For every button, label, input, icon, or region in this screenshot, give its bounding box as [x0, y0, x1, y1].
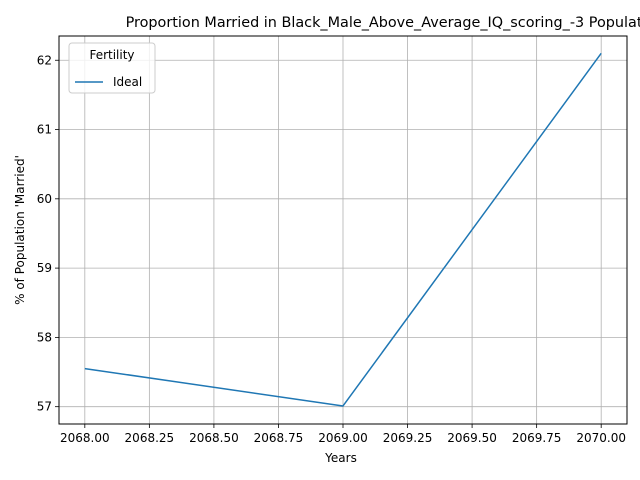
- x-tick-label: 2069.75: [512, 431, 562, 445]
- y-tick-label: 61: [37, 123, 52, 137]
- legend-box: [68, 42, 156, 94]
- x-tick-label: 2069.00: [318, 431, 368, 445]
- x-tick-label: 2068.25: [125, 431, 175, 445]
- x-tick-label: 2070.00: [576, 431, 626, 445]
- series-line-ideal: [84, 52, 602, 407]
- y-tick-label: 60: [37, 192, 52, 206]
- series-layer: [84, 52, 602, 407]
- x-tick-label: 2069.25: [383, 431, 433, 445]
- y-tick-label: 59: [37, 261, 52, 275]
- y-axis-title: % of Population 'Married': [13, 155, 27, 305]
- y-tick-label: 62: [37, 53, 52, 67]
- chart-title: Proportion Married in Black_Male_Above_A…: [126, 15, 640, 31]
- legend-label-ideal: Ideal: [113, 75, 142, 89]
- x-tick-label: 2068.00: [60, 431, 110, 445]
- legend-title: Fertility: [89, 48, 134, 62]
- legend: Fertility Ideal: [68, 42, 156, 94]
- y-tick-label: 57: [37, 400, 52, 414]
- y-tick-label: 58: [37, 330, 52, 344]
- x-tick-label: 2068.50: [189, 431, 239, 445]
- x-tick-label: 2069.50: [447, 431, 497, 445]
- x-axis-ticks: 2068.00 2068.25 2068.50 2068.75 2069.00 2069.…: [60, 424, 626, 445]
- x-axis-title: Years: [324, 451, 357, 465]
- x-tick-label: 2068.75: [254, 431, 304, 445]
- y-axis-ticks: 57 58 59 60 61 62: [37, 53, 59, 414]
